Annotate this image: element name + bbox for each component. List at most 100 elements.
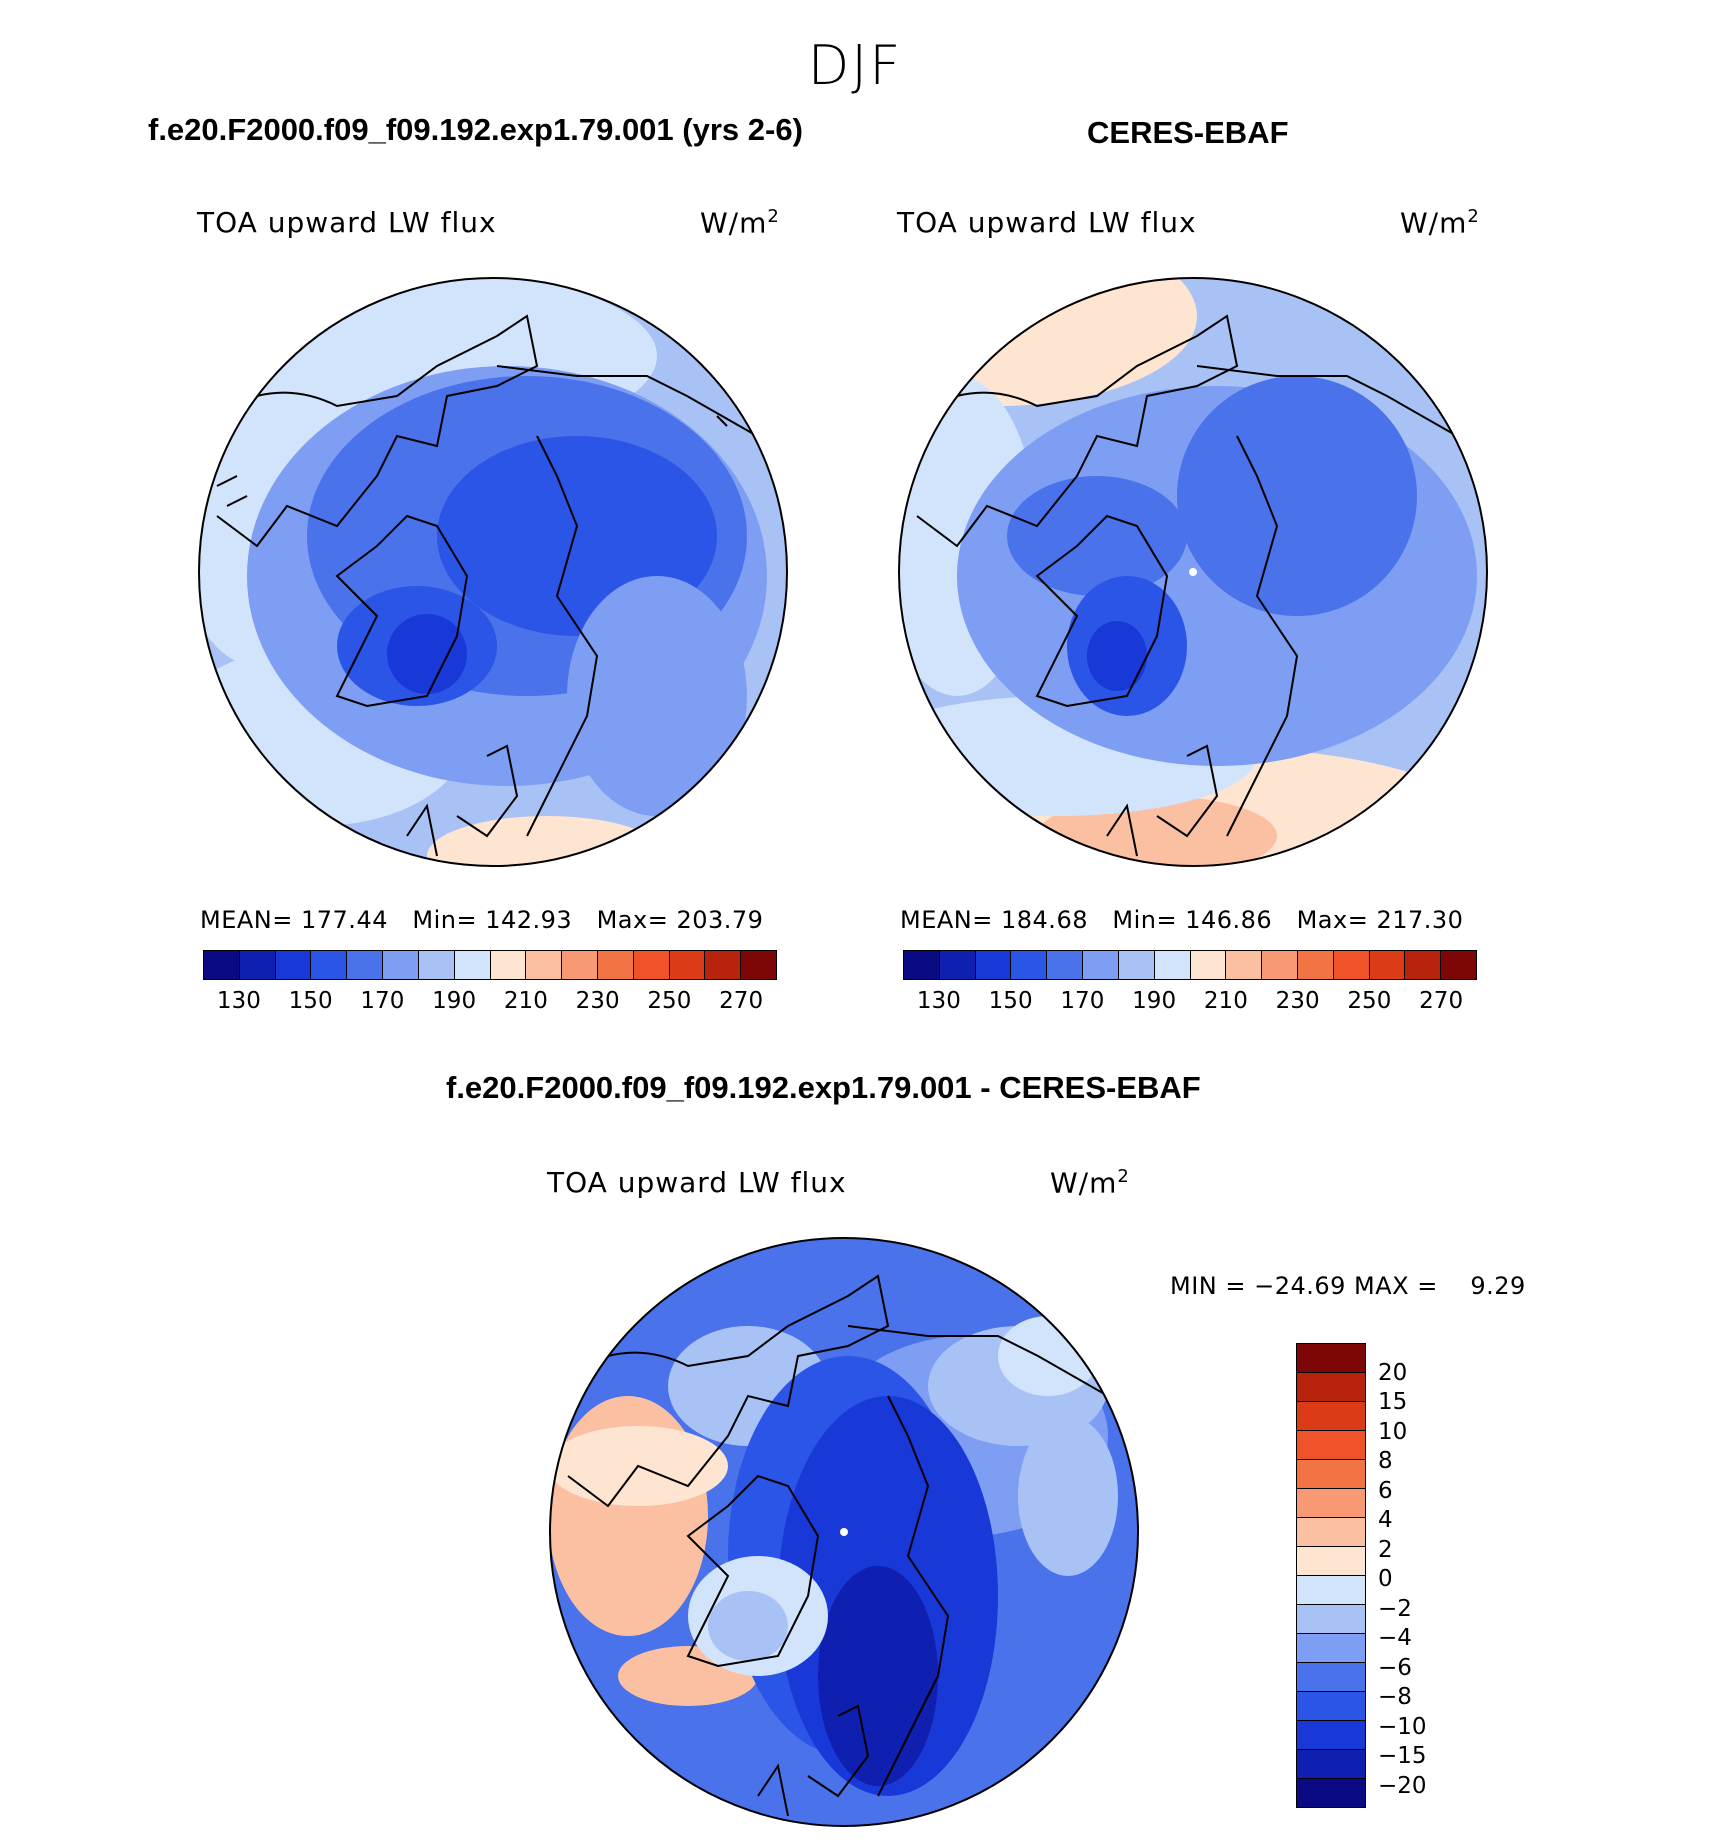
colorbar-swatch: [204, 951, 240, 979]
colorbar-swatch: [1297, 1547, 1365, 1576]
colorbar-tick-label: 210: [503, 988, 548, 1014]
diff-panel-header: f.e20.F2000.f09_f09.192.exp1.79.001 - CE…: [446, 1070, 1201, 1105]
colorbar-swatch: [1297, 1721, 1365, 1750]
colorbar-swatch: [1441, 951, 1476, 979]
colorbar-tick-label: −20: [1378, 1772, 1427, 1799]
colorbar-swatch: [383, 951, 419, 979]
obs-units-label: W/m2: [1400, 206, 1480, 240]
model-polar-map: [198, 277, 788, 867]
colorbar-swatch: [1333, 951, 1370, 979]
obs-colorbar-ticks: 130 150 170 190 210 230 250 270: [903, 988, 1477, 1018]
colorbar-swatch: [1297, 1605, 1365, 1634]
colorbar-swatch: [705, 951, 742, 979]
colorbar-swatch: [275, 951, 312, 979]
diff-minmax: MIN = −24.69 MAX = 9.29: [1170, 1272, 1526, 1300]
colorbar-swatch: [1297, 1344, 1365, 1373]
colorbar-swatch: [1297, 1518, 1365, 1547]
colorbar-tick-label: −4: [1378, 1625, 1412, 1651]
colorbar-swatch: [562, 951, 598, 979]
obs-stats: MEAN= 184.68 Min= 146.86 Max= 217.30: [900, 906, 1464, 934]
colorbar-tick-label: 150: [288, 988, 333, 1014]
colorbar-tick-label: 2: [1378, 1536, 1393, 1563]
colorbar-swatch: [1297, 1489, 1365, 1518]
colorbar-swatch: [311, 951, 348, 979]
colorbar-swatch: [1011, 951, 1048, 979]
colorbar-swatch: [1083, 951, 1119, 979]
colorbar-swatch: [1297, 1779, 1365, 1807]
model-panel-header: f.e20.F2000.f09_f09.192.exp1.79.001 (yrs…: [148, 112, 803, 147]
colorbar-tick-label: 0: [1378, 1566, 1393, 1592]
colorbar-tick-label: 130: [916, 988, 961, 1014]
colorbar-swatch: [1297, 1692, 1365, 1721]
diff-units-label: W/m2: [1050, 1166, 1130, 1200]
colorbar-swatch: [741, 951, 776, 979]
colorbar-swatch: [669, 951, 706, 979]
colorbar-swatch: [904, 951, 940, 979]
colorbar-swatch: [939, 951, 976, 979]
colorbar-tick-label: 210: [1203, 988, 1248, 1014]
colorbar-tick-label: 230: [575, 988, 620, 1014]
colorbar-tick-label: 20: [1378, 1359, 1408, 1386]
colorbar-swatch: [239, 951, 276, 979]
colorbar-tick-label: 150: [988, 988, 1033, 1014]
colorbar-swatch: [1297, 1431, 1365, 1460]
colorbar-tick-label: −6: [1378, 1654, 1412, 1681]
model-stats: MEAN= 177.44 Min= 142.93 Max= 203.79: [200, 906, 764, 934]
colorbar-swatch: [1297, 1634, 1365, 1663]
model-colorbar: [203, 950, 777, 980]
colorbar-swatch: [1190, 951, 1227, 979]
colorbar-swatch: [490, 951, 527, 979]
colorbar-tick-label: 190: [1132, 988, 1177, 1014]
colorbar-tick-label: 270: [719, 988, 764, 1014]
colorbar-tick-label: 250: [1347, 988, 1392, 1014]
colorbar-swatch: [1297, 1373, 1365, 1402]
colorbar-tick-label: 270: [1419, 988, 1464, 1014]
colorbar-tick-label: 15: [1378, 1389, 1408, 1415]
obs-colorbar: [903, 950, 1477, 980]
colorbar-tick-label: 6: [1378, 1477, 1393, 1504]
colorbar-swatch: [1262, 951, 1298, 979]
colorbar-swatch: [418, 951, 455, 979]
model-variable-label: TOA upward LW flux: [197, 206, 497, 239]
colorbar-swatch: [1297, 1663, 1365, 1692]
colorbar-tick-label: 170: [360, 988, 405, 1014]
season-title: DJF: [807, 34, 903, 97]
colorbar-swatch: [526, 951, 563, 979]
colorbar-tick-label: 4: [1378, 1507, 1393, 1533]
colorbar-tick-label: 170: [1060, 988, 1105, 1014]
diff-colorbar-ticks: 20 15 10 8 6 4 2 0 −2 −4 −6 −8 −10 −15 −20: [1378, 1343, 1458, 1823]
colorbar-swatch: [1369, 951, 1406, 979]
colorbar-swatch: [347, 951, 384, 979]
colorbar-swatch: [597, 951, 634, 979]
colorbar-tick-label: −10: [1378, 1713, 1427, 1740]
model-units-label: W/m2: [700, 206, 780, 240]
colorbar-swatch: [1154, 951, 1191, 979]
obs-panel-header: CERES-EBAF: [1087, 115, 1289, 150]
colorbar-tick-label: 10: [1378, 1418, 1408, 1445]
diff-variable-label: TOA upward LW flux: [547, 1166, 847, 1199]
colorbar-swatch: [1297, 1576, 1365, 1605]
colorbar-tick-label: 8: [1378, 1448, 1393, 1474]
colorbar-tick-label: −15: [1378, 1743, 1427, 1769]
colorbar-swatch: [633, 951, 670, 979]
obs-variable-label: TOA upward LW flux: [897, 206, 1197, 239]
colorbar-tick-label: 230: [1275, 988, 1320, 1014]
colorbar-swatch: [454, 951, 491, 979]
colorbar-swatch: [1118, 951, 1155, 979]
colorbar-swatch: [1297, 951, 1334, 979]
colorbar-swatch: [1405, 951, 1442, 979]
colorbar-swatch: [1047, 951, 1084, 979]
colorbar-tick-label: 250: [647, 988, 692, 1014]
diff-polar-map: [549, 1237, 1139, 1827]
colorbar-tick-label: −2: [1378, 1595, 1412, 1622]
model-colorbar-ticks: 130 150 170 190 210 230 250 270: [203, 988, 777, 1018]
colorbar-tick-label: −8: [1378, 1684, 1412, 1710]
colorbar-swatch: [1226, 951, 1263, 979]
colorbar-swatch: [975, 951, 1012, 979]
colorbar-tick-label: 190: [432, 988, 477, 1014]
colorbar-swatch: [1297, 1460, 1365, 1489]
obs-polar-map: [898, 277, 1488, 867]
colorbar-swatch: [1297, 1402, 1365, 1431]
diff-colorbar: [1296, 1343, 1366, 1808]
colorbar-tick-label: 130: [216, 988, 261, 1014]
